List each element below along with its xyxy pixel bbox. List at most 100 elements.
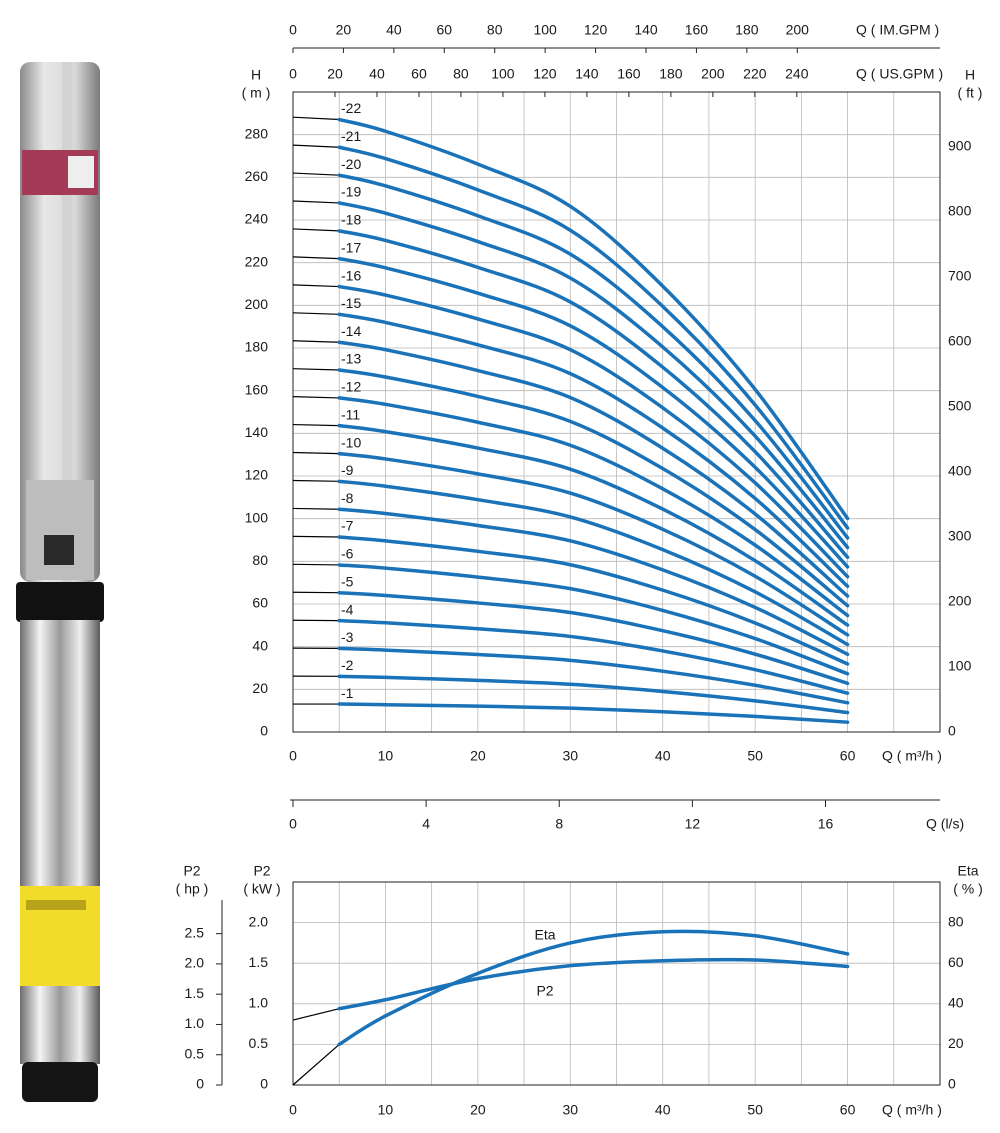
- series-line: [337, 173, 850, 540]
- series-extension: [292, 116, 340, 121]
- top-tick-label: 160: [617, 66, 641, 82]
- top-tick-label: 40: [386, 22, 402, 38]
- y2-tick-label: 80: [948, 913, 964, 929]
- series-label: -1: [341, 685, 354, 701]
- bottom-tick-label: 12: [685, 816, 701, 832]
- plot-frame: [292, 91, 941, 733]
- top-tick-label: 80: [487, 22, 503, 38]
- axis-title: ( kW ): [243, 881, 280, 897]
- series-extension: [292, 563, 340, 566]
- x-tick-label: 20: [470, 1102, 486, 1118]
- y2-tick-label: 0: [948, 1076, 956, 1092]
- pump-image: [16, 62, 104, 1102]
- y2-tick-label: 900: [948, 137, 972, 153]
- top-tick-label: 220: [743, 66, 767, 82]
- series-line: [337, 535, 850, 666]
- y-tick-label: 0.5: [249, 1035, 269, 1051]
- y2-tick-label: 400: [948, 463, 972, 479]
- series-label: -16: [341, 267, 361, 283]
- series-label: -12: [341, 379, 361, 395]
- axis-title: P2: [253, 863, 270, 879]
- top-tick-label: 20: [336, 22, 352, 38]
- top-axis-title: Q ( IM.GPM ): [856, 22, 939, 38]
- x-tick-label: 10: [378, 748, 394, 764]
- y-tick-label: 180: [245, 339, 269, 355]
- series-label: -8: [341, 490, 354, 506]
- top-tick-label: 180: [735, 22, 759, 38]
- hp-tick-label: 1.5: [185, 985, 205, 1001]
- series-line: [337, 507, 850, 657]
- x-tick-label: 0: [289, 748, 297, 764]
- series-line: [337, 590, 850, 686]
- series-label: -3: [341, 629, 354, 645]
- hp-tick-label: 0.5: [185, 1045, 205, 1061]
- series-label: -20: [341, 156, 361, 172]
- series-extension: [292, 172, 340, 176]
- series-line: [337, 702, 850, 724]
- series-line: [337, 646, 850, 705]
- series-label: -19: [341, 184, 361, 200]
- x-tick-label: 10: [378, 1102, 394, 1118]
- series-extension: [292, 144, 340, 148]
- plot-frame: [292, 881, 941, 1086]
- x-axis-title: Q ( m³/h ): [882, 748, 942, 764]
- y2-tick-label: 600: [948, 333, 972, 349]
- top-tick-label: 40: [369, 66, 385, 82]
- series-line: [337, 674, 850, 715]
- series-extension: [292, 200, 340, 204]
- x-tick-label: 20: [470, 748, 486, 764]
- series-line: [337, 117, 850, 521]
- y-tick-label: 1.0: [249, 995, 269, 1011]
- series-line: [337, 145, 850, 530]
- series-line: [337, 368, 850, 608]
- axis-title: P2: [183, 863, 200, 879]
- top-tick-label: 0: [289, 22, 297, 38]
- x-tick-label: 30: [562, 1102, 578, 1118]
- axis-title: H: [251, 67, 261, 83]
- series-label: -18: [341, 212, 361, 228]
- hp-tick-label: 2.5: [185, 924, 205, 940]
- series-label: -11: [341, 406, 360, 422]
- series-line: [337, 256, 850, 569]
- series-line: [337, 396, 850, 618]
- bottom-tick-label: 8: [555, 816, 563, 832]
- axis-title: H: [965, 67, 975, 83]
- axis-title: ( ft ): [958, 85, 983, 101]
- bottom-axis-title: Q (l/s): [926, 816, 964, 832]
- top-tick-label: 120: [584, 22, 608, 38]
- top-tick-label: 60: [411, 66, 427, 82]
- y2-tick-label: 200: [948, 593, 972, 609]
- y-tick-label: 0: [260, 1076, 268, 1092]
- top-tick-label: 200: [701, 66, 725, 82]
- y-tick-label: 260: [245, 168, 269, 184]
- y-tick-label: 220: [245, 253, 269, 269]
- series-label: -21: [341, 128, 361, 144]
- series-label: -2: [341, 657, 354, 673]
- y-tick-label: 240: [245, 211, 269, 227]
- y2-tick-label: 40: [948, 995, 964, 1011]
- series-label: -14: [341, 323, 361, 339]
- x-tick-label: 50: [747, 748, 763, 764]
- axis-title: ( % ): [953, 881, 983, 897]
- series-extension: [292, 368, 340, 371]
- x-axis-title: Q ( m³/h ): [882, 1102, 942, 1118]
- series-line: [337, 284, 850, 579]
- y-tick-label: 140: [245, 424, 269, 440]
- top-tick-label: 0: [289, 66, 297, 82]
- series-line: [337, 618, 850, 695]
- bottom-tick-label: 0: [289, 816, 297, 832]
- series-line: [337, 312, 850, 589]
- x-tick-label: 50: [747, 1102, 763, 1118]
- series-line: [337, 929, 850, 1047]
- y2-tick-label: 20: [948, 1035, 964, 1051]
- hp-tick-label: 2.0: [185, 955, 205, 971]
- x-tick-label: 40: [655, 1102, 671, 1118]
- top-tick-label: 140: [575, 66, 599, 82]
- series-label: -15: [341, 295, 361, 311]
- series-extension: [292, 396, 340, 399]
- y2-tick-label: 700: [948, 268, 972, 284]
- top-tick-label: 180: [659, 66, 683, 82]
- y-tick-label: 280: [245, 125, 269, 141]
- x-tick-label: 0: [289, 1102, 297, 1118]
